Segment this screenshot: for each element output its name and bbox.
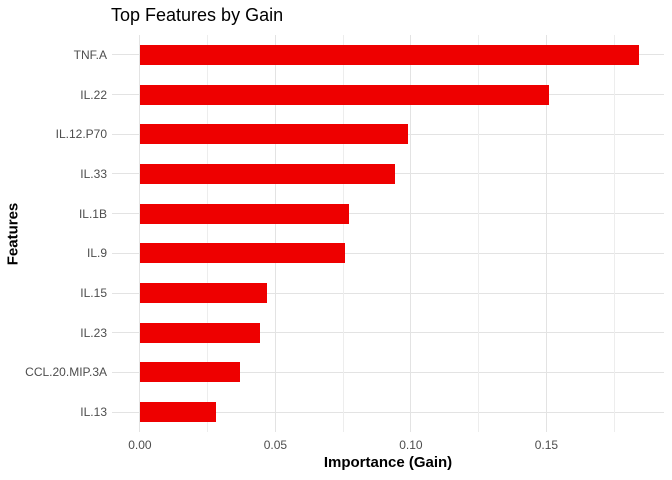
gridline-horizontal — [112, 411, 664, 413]
y-axis-title: Features — [4, 202, 22, 266]
y-tick-label: IL.22 — [80, 87, 107, 102]
bar-il-22 — [139, 84, 550, 105]
bar-il-12-p70 — [139, 124, 409, 145]
bar-tnf-a — [139, 44, 639, 65]
gridline-horizontal — [112, 213, 664, 215]
x-tick-label: 0.00 — [128, 438, 152, 452]
chart-title: Top Features by Gain — [111, 5, 284, 25]
y-tick-label: IL.23 — [80, 325, 107, 340]
y-tick-label: IL.33 — [80, 166, 107, 181]
gridline-horizontal — [112, 292, 664, 294]
plot-panel — [112, 35, 664, 432]
bar-il-15 — [139, 283, 268, 304]
gridline-minor-vertical — [342, 35, 344, 432]
gridline-horizontal — [112, 332, 664, 334]
gridline-horizontal — [112, 371, 664, 373]
x-tick-label: 0.05 — [263, 438, 288, 452]
bar-il-9 — [139, 243, 345, 264]
y-tick-label: TNF.A — [73, 47, 107, 62]
bar-il-33 — [139, 163, 395, 184]
x-tick-label: 0.15 — [534, 438, 559, 452]
y-tick-label: IL.12.P70 — [55, 127, 107, 142]
gridline-minor-vertical — [478, 35, 480, 432]
bar-il-23 — [139, 322, 261, 343]
gridline-major-vertical — [545, 35, 547, 432]
gridline-minor-vertical — [613, 35, 615, 432]
y-tick-label: CCL.20.MIP.3A — [25, 365, 107, 380]
bar-il-1b — [139, 203, 349, 224]
y-tick-label: IL.13 — [80, 405, 107, 420]
gridline-major-vertical — [139, 35, 141, 432]
gridline-horizontal — [112, 252, 664, 254]
bar-ccl-20-mip-3a — [139, 362, 241, 383]
bar-il-13 — [139, 402, 216, 423]
gridline-major-vertical — [274, 35, 276, 432]
gridline-major-vertical — [410, 35, 412, 432]
x-tick-label: 0.10 — [399, 438, 423, 452]
y-tick-label: IL.15 — [80, 286, 107, 301]
gridline-minor-vertical — [207, 35, 209, 432]
x-axis-title: Importance (Gain) — [323, 454, 453, 471]
